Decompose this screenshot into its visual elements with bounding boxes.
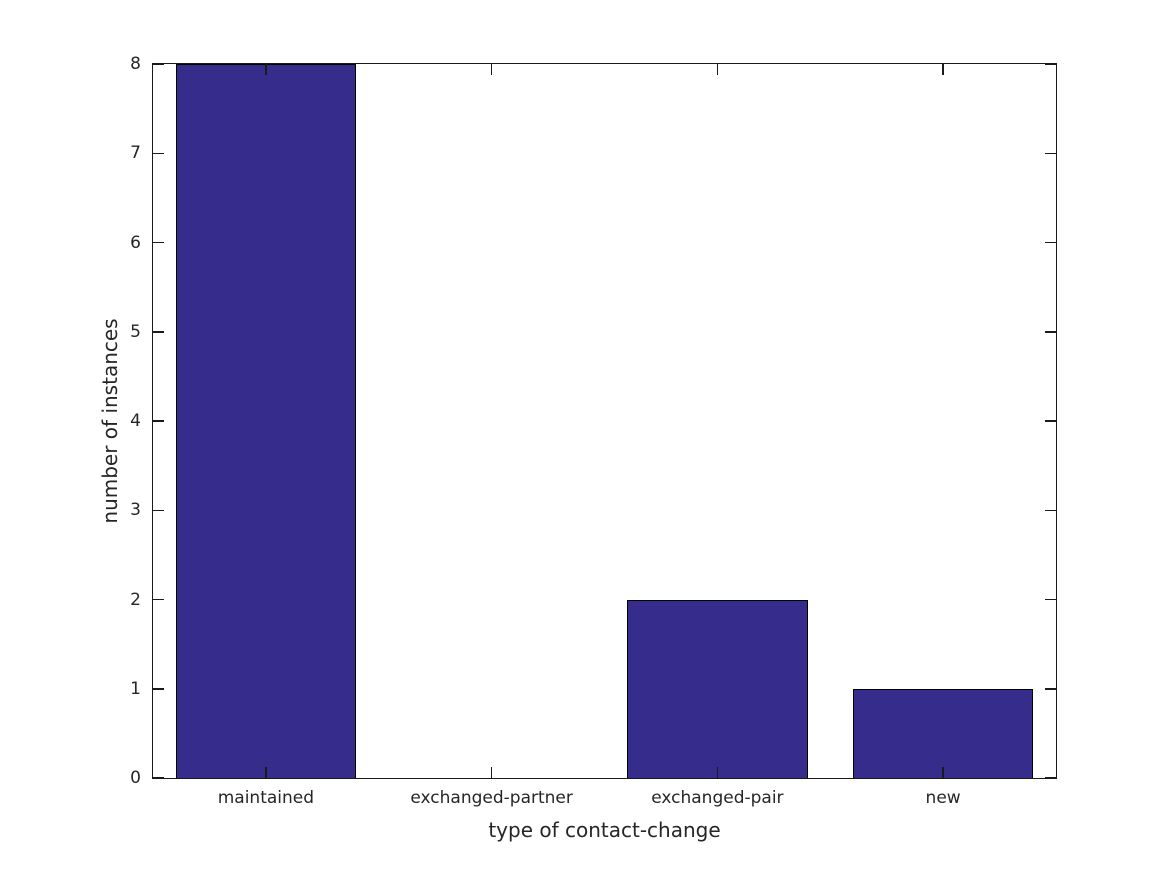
y-axis-tick-right <box>1045 152 1056 154</box>
y-axis-tick-right <box>1045 241 1056 244</box>
y-axis-tick-right <box>1045 509 1056 511</box>
x-axis-tick-top <box>942 64 944 75</box>
y-tick-label-2: 2 <box>130 589 141 610</box>
y-axis-tick-left <box>153 152 164 154</box>
y-axis-tick-left <box>153 777 164 779</box>
x-tick-label-exchanged-partner: exchanged-partner <box>410 788 573 808</box>
y-tick-label-3: 3 <box>130 500 141 521</box>
plot-area <box>152 63 1057 779</box>
y-tick-label-1: 1 <box>130 678 141 699</box>
y-tick-label-0: 0 <box>130 768 141 788</box>
y-tick-label-8: 8 <box>130 54 141 74</box>
y-axis-tick-left <box>153 63 164 65</box>
y-axis-tick-left <box>153 331 164 333</box>
y-axis-tick-left <box>153 509 164 511</box>
y-axis-tick-right <box>1045 688 1056 690</box>
y-axis-tick-right <box>1045 331 1056 333</box>
y-axis-tick-right <box>1045 420 1056 422</box>
y-axis-tick-right <box>1045 598 1056 601</box>
x-axis-tick-bottom <box>942 767 944 778</box>
y-axis-tick-right <box>1045 63 1056 65</box>
y-tick-label-7: 7 <box>130 143 141 164</box>
x-axis-tick-top <box>265 64 267 75</box>
x-axis-label: type of contact-change <box>488 818 721 842</box>
x-tick-label-exchanged-pair: exchanged-pair <box>651 788 784 808</box>
x-axis-tick-bottom <box>490 767 493 778</box>
y-axis-tick-left <box>153 420 164 422</box>
y-tick-label-4: 4 <box>130 411 141 431</box>
x-axis-tick-top <box>490 64 493 75</box>
bar-new <box>852 688 1034 778</box>
x-tick-label-new: new <box>925 788 961 808</box>
x-tick-label-maintained: maintained <box>217 788 315 808</box>
y-axis-tick-left <box>153 688 164 690</box>
bar-maintained <box>175 64 357 778</box>
y-axis-tick-right <box>1045 777 1056 779</box>
bar-exchanged-pair <box>627 599 808 778</box>
y-tick-label-5: 5 <box>130 321 141 342</box>
y-axis-tick-left <box>153 598 164 601</box>
x-axis-tick-top <box>716 64 719 75</box>
x-axis-tick-bottom <box>716 767 719 778</box>
y-axis-tick-left <box>153 241 164 244</box>
y-tick-label-6: 6 <box>130 232 141 253</box>
x-axis-tick-bottom <box>265 767 267 778</box>
